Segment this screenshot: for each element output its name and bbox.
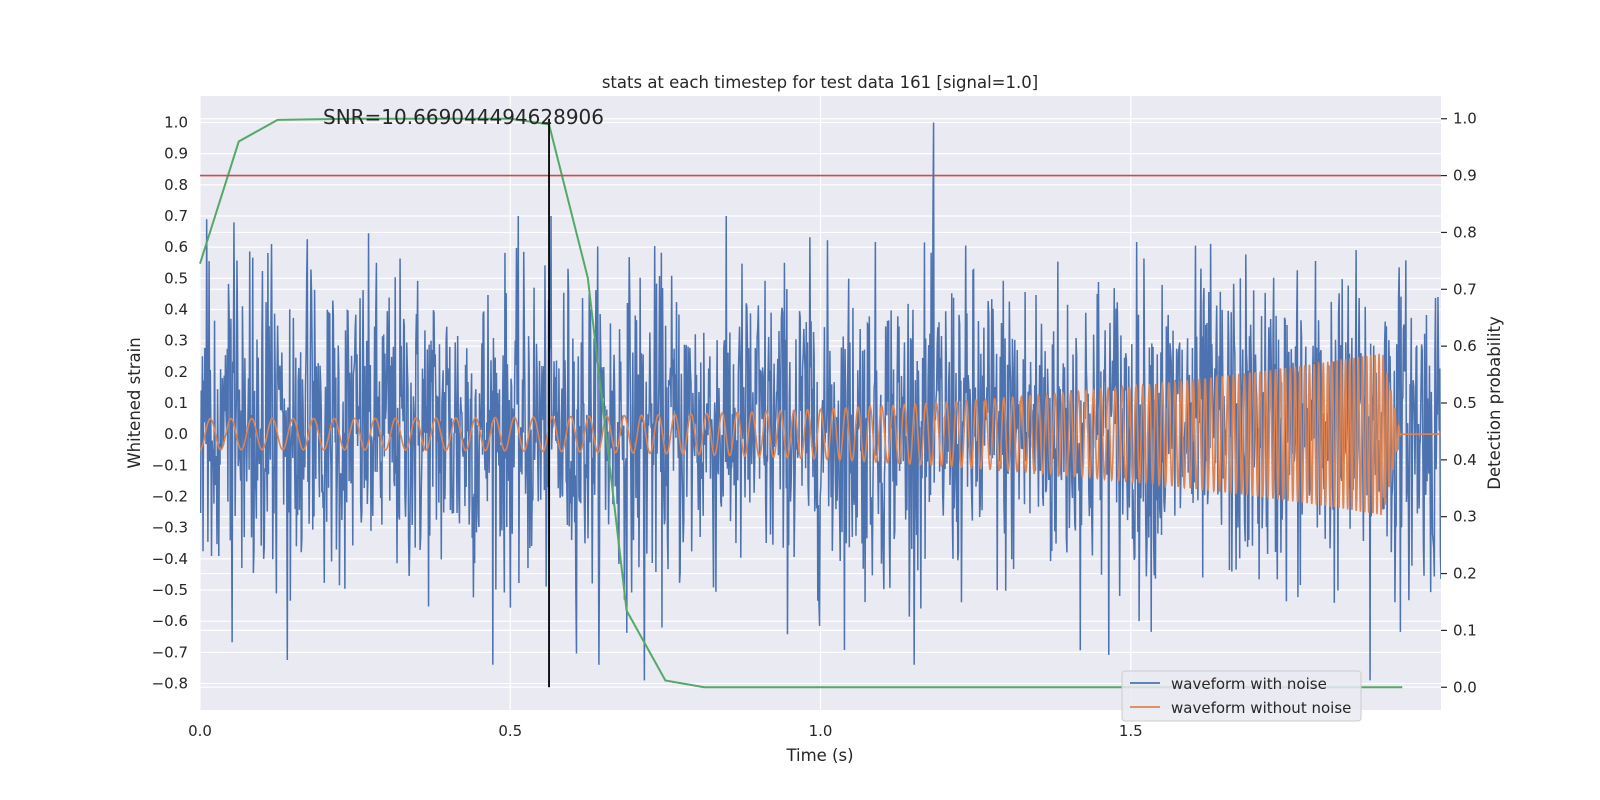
left-y-tick-label: 0.3	[164, 332, 188, 350]
right-y-tick-label: 0.4	[1453, 451, 1477, 469]
right-y-tick-label: 0.7	[1453, 280, 1477, 298]
left-y-tick-label: 0.5	[164, 269, 188, 287]
chart-title: stats at each timestep for test data 161…	[602, 73, 1038, 92]
left-y-tick-label: 0.7	[164, 207, 188, 225]
right-y-tick-label: 0.9	[1453, 167, 1477, 185]
left-y-tick-label: −0.7	[152, 643, 188, 661]
right-y-tick-label: 0.8	[1453, 223, 1477, 241]
left-y-axis-ticks: 1.0 0.9 0.8 0.7 0.6 0.5 0.4 0.3 0.2 0.1 0.0 −0.1 −0.…	[152, 113, 188, 692]
x-axis-title: Time (s)	[785, 746, 853, 765]
snr-annotation: SNR=10.669044494628906	[323, 105, 604, 129]
x-axis-ticks: 0.0 0.5 1.0 1.5	[188, 722, 1143, 740]
left-y-tick-label: 0.4	[164, 300, 188, 318]
legend-box	[1121, 670, 1362, 722]
left-y-tick-label: 0.8	[164, 176, 188, 194]
x-tick-label: 0.0	[188, 722, 212, 740]
left-y-tick-label: 0.1	[164, 394, 188, 412]
left-y-tick-label: −0.3	[152, 519, 188, 537]
right-y-axis-ticks: 1.0 0.9 0.8 0.7 0.6 0.5 0.4 0.3 0.2 0.1 0.0	[1441, 110, 1477, 696]
series-waveform-without-noise	[200, 353, 1441, 516]
right-y-tick-label: 1.0	[1453, 110, 1477, 128]
left-y-tick-label: 0.2	[164, 363, 188, 381]
left-y-tick-label: −0.8	[152, 675, 188, 693]
left-y-axis-title: Whitened strain	[125, 337, 144, 468]
right-y-axis-title: Detection probability	[1485, 316, 1504, 490]
left-y-tick-label: 0.6	[164, 238, 188, 256]
left-y-tick-label: −0.4	[152, 550, 188, 568]
right-y-tick-label: 0.2	[1453, 565, 1477, 583]
legend-label-noise: waveform with noise	[1171, 675, 1327, 693]
left-y-tick-label: −0.1	[152, 456, 188, 474]
legend: waveform with noise waveform without noi…	[1121, 670, 1362, 722]
right-y-tick-label: 0.0	[1453, 678, 1477, 696]
clean-waveform-line	[200, 353, 1441, 516]
right-y-tick-label: 0.5	[1453, 394, 1477, 412]
x-tick-label: 0.5	[498, 722, 522, 740]
right-y-tick-label: 0.6	[1453, 337, 1477, 355]
right-y-tick-label: 0.3	[1453, 508, 1477, 526]
series-waveform-with-noise	[200, 122, 1441, 681]
left-y-tick-label: −0.5	[152, 581, 188, 599]
x-tick-label: 1.5	[1119, 722, 1143, 740]
x-tick-label: 1.0	[809, 722, 833, 740]
right-y-tick-label: 0.1	[1453, 621, 1477, 639]
left-y-tick-label: 0.0	[164, 425, 188, 443]
legend-label-clean: waveform without noise	[1171, 699, 1351, 717]
noise-waveform-line	[200, 122, 1441, 681]
left-y-tick-label: −0.2	[152, 488, 188, 506]
left-y-tick-label: 1.0	[164, 113, 188, 131]
left-y-tick-label: −0.6	[152, 612, 188, 630]
left-y-tick-label: 0.9	[164, 145, 188, 163]
